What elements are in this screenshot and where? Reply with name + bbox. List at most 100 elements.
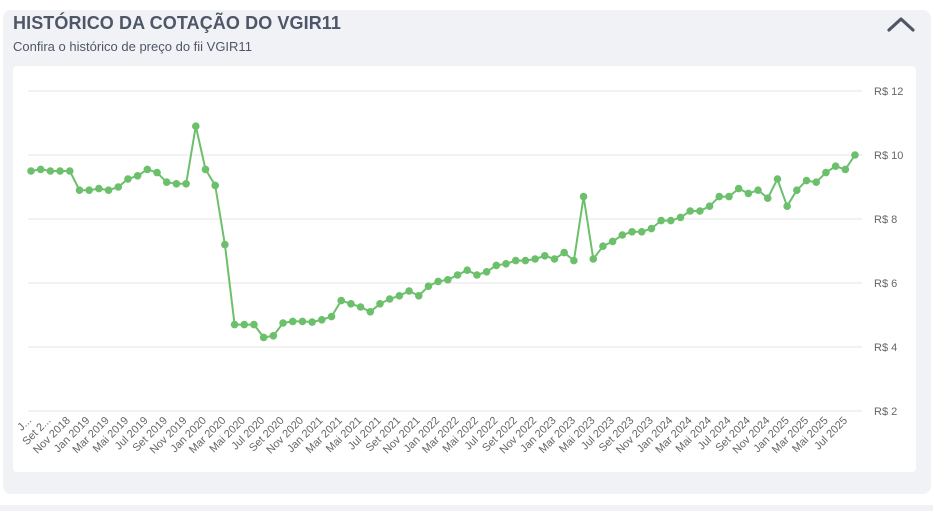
data-point[interactable] (793, 186, 801, 194)
data-point[interactable] (269, 332, 278, 340)
data-point[interactable] (754, 186, 762, 194)
data-point[interactable] (560, 248, 568, 257)
data-point[interactable] (831, 162, 840, 170)
data-point[interactable] (734, 184, 743, 193)
y-axis: R$ 2 R$ 4 R$ 6 R$ 8 R$ 10 R$ 12 (874, 86, 903, 418)
data-point[interactable] (618, 231, 627, 239)
data-point[interactable] (657, 216, 665, 225)
y-tick-label: R$ 2 (874, 406, 897, 418)
data-point[interactable] (589, 255, 598, 263)
data-point[interactable] (686, 207, 694, 215)
data-point[interactable] (201, 165, 210, 174)
data-point[interactable] (463, 266, 472, 275)
data-point[interactable] (104, 186, 113, 194)
data-point[interactable] (502, 260, 510, 268)
data-point[interactable] (318, 316, 326, 324)
data-point[interactable] (75, 186, 84, 194)
data-point[interactable] (240, 320, 249, 329)
data-point[interactable] (531, 255, 539, 263)
data-point[interactable] (696, 207, 704, 215)
data-point[interactable] (385, 295, 394, 303)
data-point[interactable] (637, 228, 646, 236)
page-subtitle: Confira o histórico de preço do fii VGIR… (13, 39, 252, 54)
y-tick-label: R$ 10 (874, 150, 903, 162)
y-tick-label: R$ 4 (874, 342, 897, 354)
collapse-button[interactable] (885, 12, 917, 34)
data-point[interactable] (405, 287, 413, 295)
data-point[interactable] (65, 167, 74, 175)
data-point[interactable] (298, 317, 307, 326)
data-point[interactable] (676, 213, 685, 222)
chevron-up-icon (887, 17, 915, 32)
data-point[interactable] (366, 308, 375, 316)
data-point[interactable] (376, 300, 384, 308)
grid-layer (28, 90, 862, 412)
data-point[interactable] (444, 276, 452, 284)
data-point[interactable] (46, 167, 55, 175)
data-point[interactable] (85, 186, 93, 194)
data-point[interactable] (511, 256, 520, 265)
data-point[interactable] (608, 237, 617, 246)
data-point[interactable] (628, 228, 636, 236)
data-point[interactable] (337, 296, 346, 305)
data-point[interactable] (124, 175, 132, 183)
data-point[interactable] (133, 172, 142, 180)
data-point[interactable] (279, 319, 287, 327)
data-point[interactable] (95, 184, 103, 193)
data-point[interactable] (744, 189, 753, 198)
data-point[interactable] (27, 167, 35, 175)
data-point[interactable] (424, 282, 433, 291)
page-title: HISTÓRICO DA COTAÇÃO DO VGIR11 (13, 13, 342, 33)
data-point[interactable] (56, 167, 64, 175)
data-point[interactable] (153, 168, 161, 177)
data-point[interactable] (259, 333, 268, 342)
data-point[interactable] (570, 256, 578, 265)
data-point[interactable] (802, 176, 811, 185)
data-point[interactable] (250, 320, 258, 329)
data-point[interactable] (482, 268, 491, 276)
data-point[interactable] (143, 165, 152, 174)
data-point[interactable] (851, 151, 859, 159)
data-point[interactable] (841, 165, 850, 174)
data-point[interactable] (783, 202, 791, 210)
series-line (30, 125, 856, 339)
divider (0, 505, 933, 511)
data-point[interactable] (599, 242, 607, 250)
data-point[interactable] (288, 317, 297, 326)
data-point[interactable] (773, 175, 782, 183)
data-point[interactable] (453, 271, 462, 279)
data-point[interactable] (715, 192, 724, 201)
data-point[interactable] (172, 180, 181, 188)
data-point[interactable] (230, 320, 239, 329)
data-point[interactable] (492, 261, 501, 270)
data-point[interactable] (356, 303, 365, 311)
data-point[interactable] (579, 192, 588, 201)
data-point[interactable] (763, 194, 772, 202)
data-point[interactable] (473, 271, 481, 279)
data-point[interactable] (414, 292, 423, 300)
data-point[interactable] (540, 252, 549, 260)
data-point[interactable] (434, 277, 442, 286)
data-point[interactable] (36, 165, 45, 174)
data-point[interactable] (395, 292, 404, 300)
data-point[interactable] (327, 312, 336, 321)
data-point[interactable] (725, 192, 733, 201)
data-point[interactable] (221, 240, 229, 249)
data-point[interactable] (192, 122, 200, 130)
data-point[interactable] (550, 255, 559, 263)
data-point[interactable] (521, 256, 530, 265)
data-point[interactable] (812, 178, 821, 186)
y-tick-label: R$ 8 (874, 214, 897, 226)
data-point[interactable] (308, 318, 316, 326)
data-point[interactable] (647, 224, 656, 233)
data-point[interactable] (211, 181, 219, 190)
data-point[interactable] (667, 216, 675, 225)
data-point[interactable] (705, 202, 714, 210)
data-point[interactable] (162, 178, 171, 186)
data-point[interactable] (822, 168, 830, 177)
data-point[interactable] (347, 300, 355, 308)
data-point[interactable] (182, 180, 190, 188)
data-point[interactable] (114, 183, 123, 191)
y-tick-label: R$ 12 (874, 86, 903, 98)
